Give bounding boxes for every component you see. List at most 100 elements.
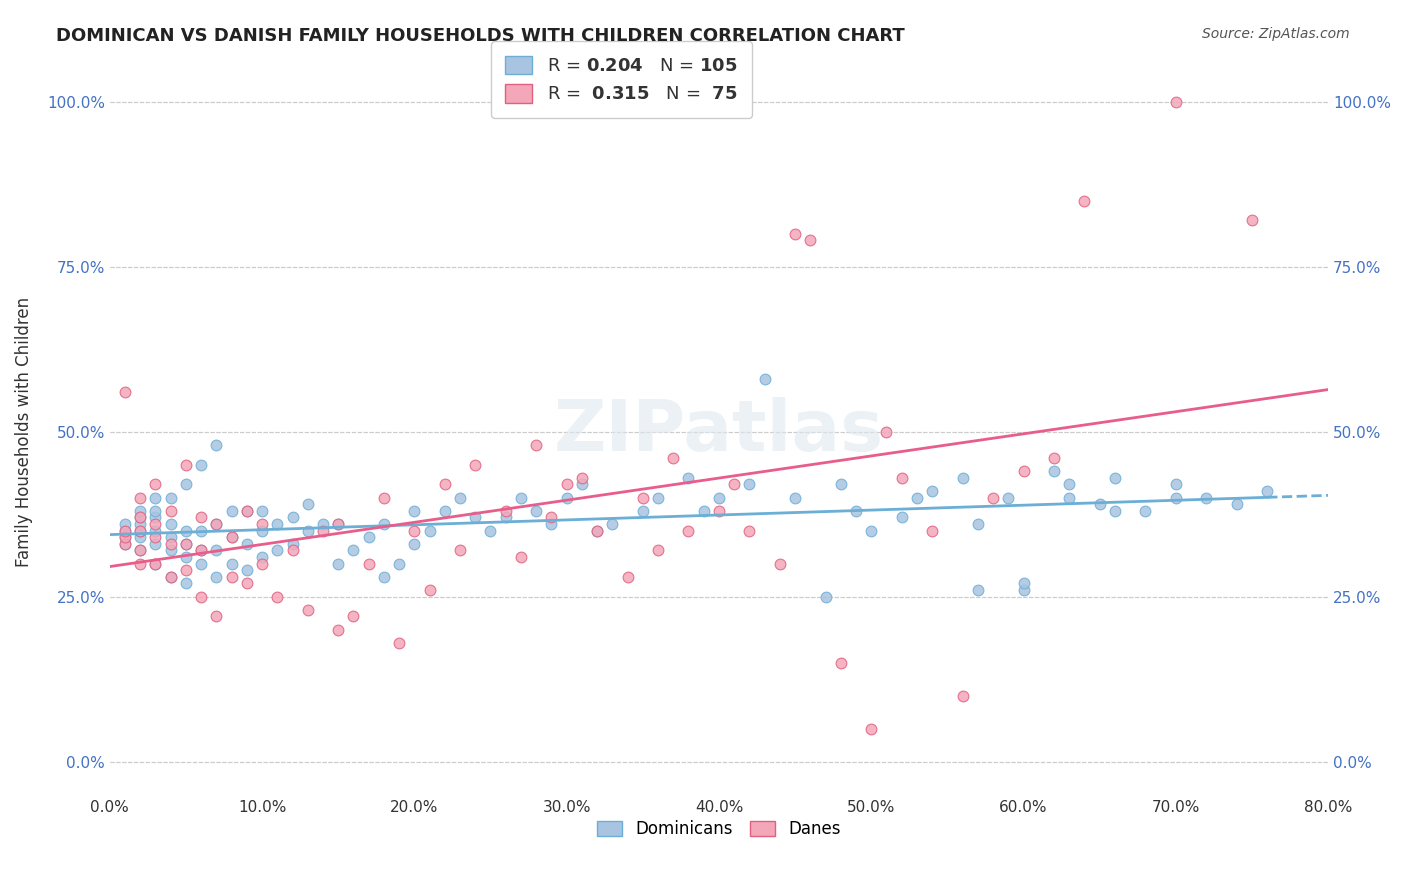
Point: [129, 524, 152, 538]
Point: [769, 557, 792, 571]
Point: [1256, 483, 1278, 498]
Point: [159, 570, 181, 584]
Point: [159, 543, 181, 558]
Point: [281, 510, 304, 524]
Point: [952, 689, 974, 703]
Point: [555, 491, 578, 505]
Point: [647, 491, 669, 505]
Point: [555, 477, 578, 491]
Point: [404, 524, 426, 538]
Point: [174, 576, 197, 591]
Point: [266, 516, 288, 531]
Point: [174, 458, 197, 472]
Point: [707, 491, 730, 505]
Point: [190, 543, 212, 558]
Point: [145, 524, 167, 538]
Point: [129, 516, 152, 531]
Point: [297, 524, 319, 538]
Point: [221, 530, 243, 544]
Point: [221, 504, 243, 518]
Point: [328, 516, 350, 531]
Point: [114, 530, 136, 544]
Point: [1104, 504, 1126, 518]
Point: [174, 537, 197, 551]
Point: [190, 524, 212, 538]
Point: [433, 504, 456, 518]
Point: [921, 483, 943, 498]
Point: [1012, 576, 1035, 591]
Point: [433, 477, 456, 491]
Point: [114, 524, 136, 538]
Point: [419, 582, 441, 597]
Point: [860, 524, 883, 538]
Point: [236, 576, 259, 591]
Point: [1012, 582, 1035, 597]
Point: [510, 491, 533, 505]
Point: [328, 557, 350, 571]
Point: [678, 524, 700, 538]
Point: [266, 543, 288, 558]
Point: [190, 543, 212, 558]
Point: [631, 504, 654, 518]
Point: [602, 516, 624, 531]
Point: [205, 516, 228, 531]
Point: [404, 504, 426, 518]
Point: [1057, 491, 1080, 505]
Point: [174, 549, 197, 564]
Point: [1088, 497, 1111, 511]
Point: [114, 530, 136, 544]
Point: [190, 458, 212, 472]
Point: [205, 543, 228, 558]
Point: [540, 516, 562, 531]
Point: [404, 537, 426, 551]
Point: [236, 504, 259, 518]
Point: [571, 471, 593, 485]
Point: [1057, 477, 1080, 491]
Point: [145, 504, 167, 518]
Point: [966, 516, 988, 531]
Point: [129, 504, 152, 518]
Point: [129, 510, 152, 524]
Point: [281, 537, 304, 551]
Point: [1012, 464, 1035, 478]
Text: DOMINICAN VS DANISH FAMILY HOUSEHOLDS WITH CHILDREN CORRELATION CHART: DOMINICAN VS DANISH FAMILY HOUSEHOLDS WI…: [56, 27, 905, 45]
Point: [586, 524, 609, 538]
Point: [281, 543, 304, 558]
Point: [129, 543, 152, 558]
Point: [678, 471, 700, 485]
Point: [205, 438, 228, 452]
Point: [159, 570, 181, 584]
Point: [890, 471, 912, 485]
Point: [174, 537, 197, 551]
Point: [114, 537, 136, 551]
Point: [250, 549, 273, 564]
Point: [145, 557, 167, 571]
Point: [860, 722, 883, 736]
Point: [357, 530, 380, 544]
Point: [814, 590, 837, 604]
Point: [723, 477, 745, 491]
Point: [159, 491, 181, 505]
Point: [159, 530, 181, 544]
Point: [145, 477, 167, 491]
Point: [114, 384, 136, 399]
Point: [373, 570, 395, 584]
Point: [1135, 504, 1157, 518]
Point: [205, 609, 228, 624]
Point: [419, 524, 441, 538]
Point: [250, 516, 273, 531]
Point: [266, 590, 288, 604]
Point: [328, 623, 350, 637]
Point: [129, 543, 152, 558]
Point: [145, 510, 167, 524]
Point: [1164, 491, 1187, 505]
Point: [510, 549, 533, 564]
Point: [479, 524, 502, 538]
Point: [785, 227, 807, 241]
Point: [174, 477, 197, 491]
Point: [114, 516, 136, 531]
Point: [373, 516, 395, 531]
Point: [631, 491, 654, 505]
Point: [190, 510, 212, 524]
Point: [464, 458, 486, 472]
